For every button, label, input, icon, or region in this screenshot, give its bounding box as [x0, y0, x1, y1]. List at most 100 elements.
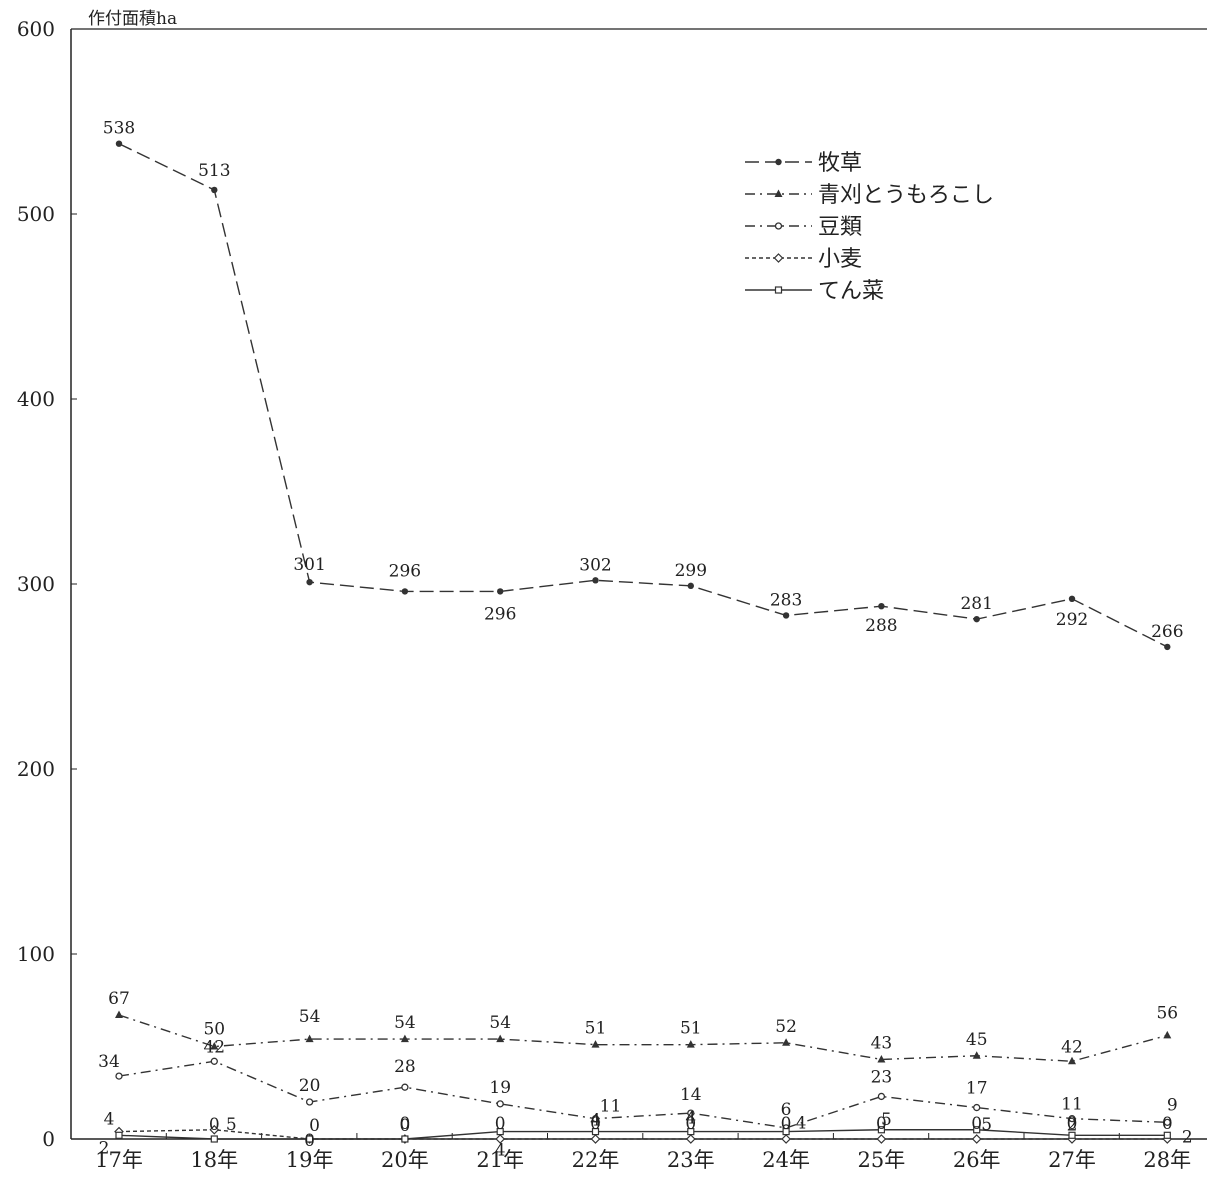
- data-label: 0: [971, 1114, 982, 1134]
- data-label: 42: [203, 1037, 225, 1057]
- data-point: [973, 1103, 981, 1112]
- data-point: [496, 1127, 504, 1136]
- data-point: [209, 1124, 220, 1135]
- series-line: [118, 1060, 1168, 1129]
- data-label: 23: [871, 1067, 893, 1087]
- data-label: 513: [198, 161, 230, 181]
- y-tick-label: 600: [17, 17, 55, 41]
- data-label: 281: [960, 594, 992, 614]
- data-label: 299: [675, 561, 707, 581]
- x-tick-label: 21年: [476, 1148, 524, 1172]
- y-tick-label: 500: [17, 202, 55, 226]
- data-point: [115, 1010, 123, 1019]
- data-label: 5: [226, 1115, 237, 1135]
- series-line: [118, 1014, 1168, 1063]
- data-label: 0: [590, 1114, 601, 1134]
- data-point: [972, 1051, 981, 1059]
- data-label: 56: [1156, 1003, 1178, 1023]
- data-label: 4: [495, 1141, 506, 1161]
- data-point: [115, 140, 123, 147]
- data-point: [877, 1092, 886, 1101]
- data-label: 17: [966, 1079, 988, 1099]
- x-tick-label: 19年: [286, 1148, 334, 1172]
- y-tick-label: 100: [17, 942, 55, 966]
- data-point: [210, 1135, 218, 1143]
- data-label: 43: [871, 1033, 893, 1053]
- data-label: 19: [489, 1078, 511, 1098]
- data-point: [877, 1054, 886, 1063]
- y-unit-label: 作付面積ha: [88, 9, 177, 29]
- data-point: [1163, 1030, 1172, 1039]
- data-label: 302: [579, 555, 611, 575]
- data-point: [971, 1134, 982, 1144]
- data-label: 4: [590, 1111, 601, 1131]
- data-point: [687, 1109, 695, 1117]
- data-label: 11: [600, 1097, 622, 1117]
- data-point: [1068, 1115, 1076, 1123]
- legend-label: てん菜: [818, 279, 884, 304]
- y-tick-label: 400: [17, 387, 55, 411]
- data-point: [305, 1034, 314, 1043]
- data-point: [973, 615, 980, 623]
- data-label: 51: [680, 1019, 702, 1039]
- x-tick-label: 26年: [953, 1148, 1001, 1172]
- data-point: [400, 1034, 409, 1043]
- data-label: 45: [966, 1030, 988, 1050]
- data-label: 0: [399, 1116, 410, 1136]
- data-label: 42: [1061, 1037, 1083, 1057]
- data-label: 0: [876, 1114, 887, 1134]
- data-point: [782, 1038, 791, 1046]
- data-label: 0: [495, 1114, 506, 1134]
- data-point: [774, 286, 783, 294]
- legend-label: 豆類: [818, 215, 862, 240]
- data-label: 2: [1067, 1115, 1078, 1135]
- data-point: [1068, 1056, 1076, 1065]
- data-label: 6: [781, 1100, 792, 1120]
- legend-label: 牧草: [818, 151, 862, 176]
- data-label: 34: [98, 1052, 120, 1072]
- series-line: [118, 1129, 1168, 1140]
- data-label: 0: [781, 1114, 792, 1134]
- data-point: [877, 1126, 886, 1134]
- data-point: [781, 1134, 791, 1144]
- data-label: 301: [293, 555, 325, 575]
- data-point: [591, 1127, 600, 1136]
- data-point: [401, 1135, 409, 1143]
- data-point: [591, 1115, 600, 1123]
- data-label: 54: [394, 1013, 416, 1033]
- y-tick-label: 200: [17, 757, 55, 781]
- data-label: 14: [680, 1085, 702, 1105]
- data-point: [496, 1034, 505, 1043]
- data-label: 50: [203, 1020, 225, 1040]
- data-label: 5: [981, 1115, 992, 1135]
- data-label: 0: [1162, 1114, 1173, 1134]
- x-tick-label: 20年: [381, 1148, 429, 1172]
- data-point: [773, 253, 784, 263]
- data-label: 266: [1151, 622, 1183, 642]
- x-tick-label: 18年: [190, 1148, 238, 1172]
- x-tick-label: 27年: [1048, 1148, 1096, 1172]
- data-label: 4: [685, 1109, 696, 1129]
- data-label: 9: [1167, 1095, 1178, 1115]
- data-point: [590, 1134, 601, 1144]
- data-label: 54: [489, 1013, 511, 1033]
- series-line: [118, 1129, 1168, 1140]
- data-label: 4: [796, 1114, 807, 1134]
- series-layer: [114, 140, 1173, 1144]
- data-point: [210, 1057, 218, 1065]
- data-point: [495, 1134, 506, 1144]
- data-label: 28: [394, 1057, 416, 1077]
- x-tick-label: 25年: [858, 1148, 906, 1172]
- x-tick-label: 24年: [762, 1148, 810, 1172]
- data-point: [774, 222, 783, 230]
- data-label: 52: [775, 1017, 797, 1037]
- data-point: [878, 603, 885, 610]
- data-label: 288: [865, 616, 897, 636]
- data-point: [306, 578, 313, 586]
- data-point: [591, 1040, 600, 1048]
- data-point: [496, 1100, 504, 1108]
- x-tick-label: 17年: [95, 1148, 143, 1172]
